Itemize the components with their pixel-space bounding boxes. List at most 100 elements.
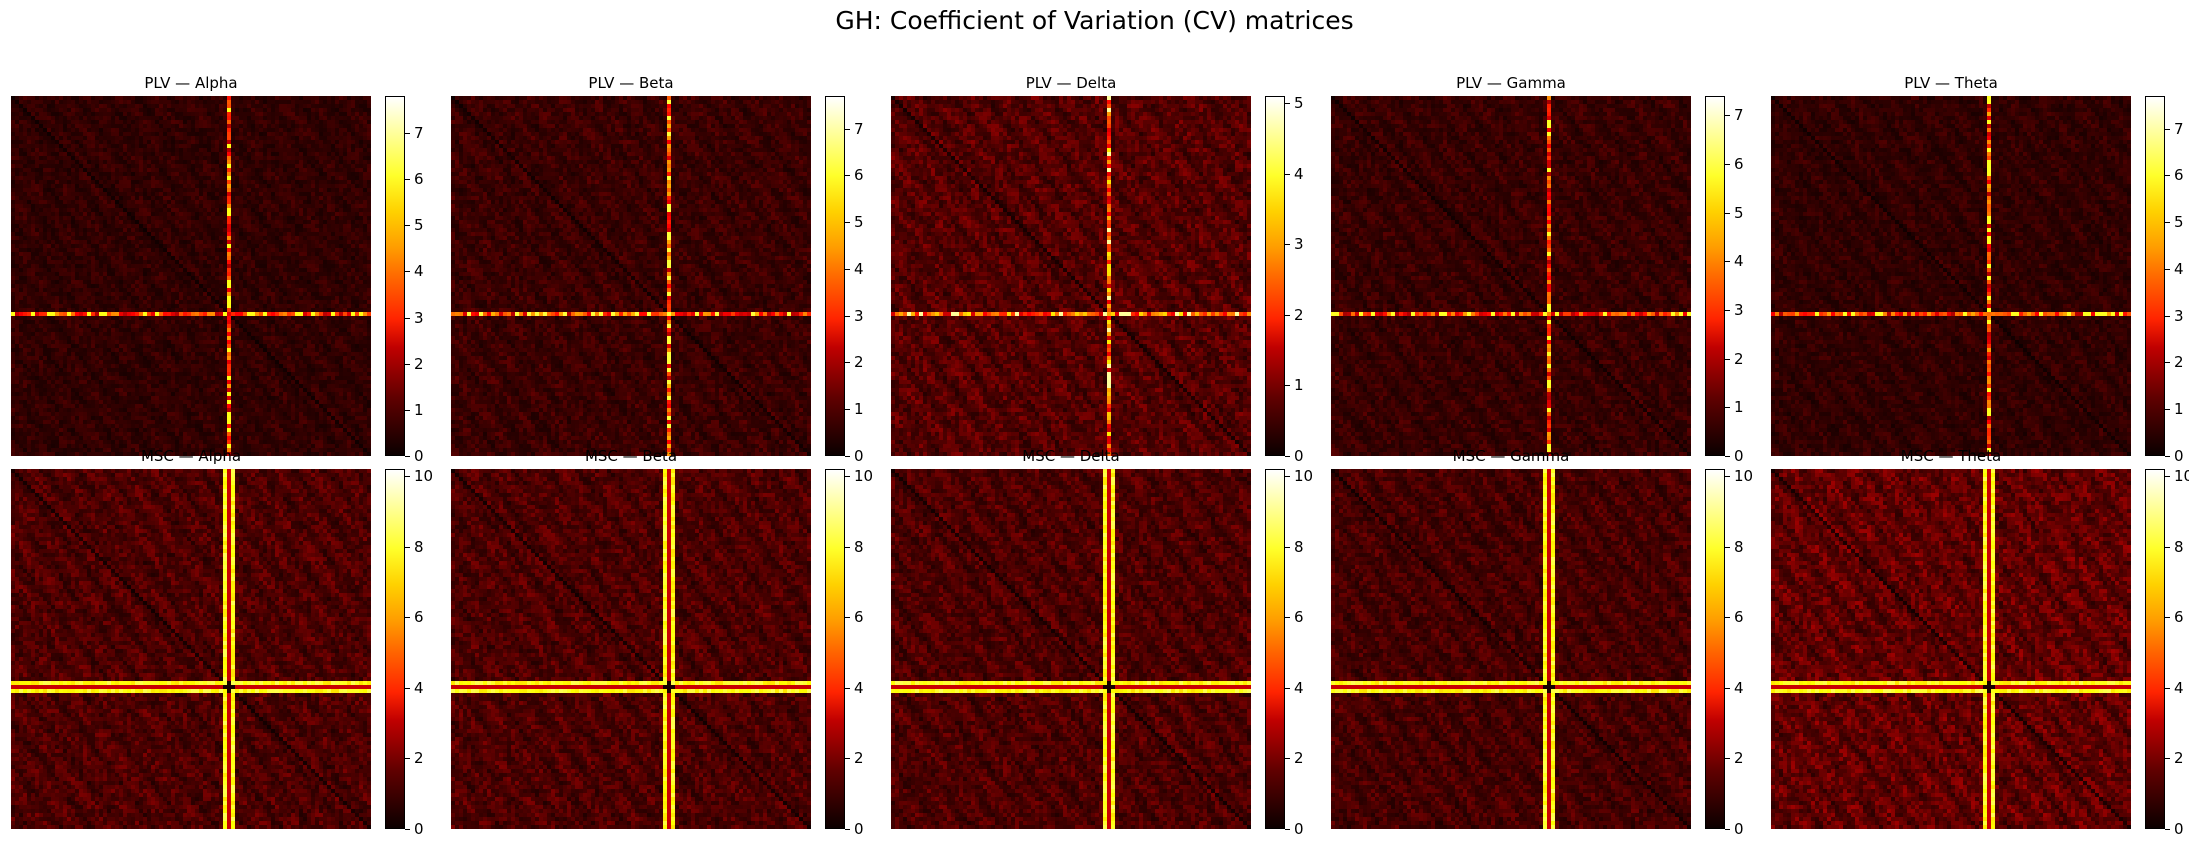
heatmap-matrix: [891, 469, 1251, 829]
colorbar: [385, 469, 405, 829]
heatmap-panel: MSC — Alpha 0 2 4 6 8 10: [11, 447, 435, 838]
colorbar-tick-mark: [845, 829, 850, 830]
colorbar-tick-mark: [2165, 362, 2170, 364]
colorbar-tick-mark: [405, 758, 410, 760]
colorbar-tick-label: 6: [854, 608, 864, 627]
colorbar-tick-mark: [1285, 546, 1290, 548]
heatmap-panel: PLV — Alpha 0 1 2 3 4 5 6 7: [11, 74, 435, 465]
colorbar-tick-mark: [405, 225, 410, 227]
colorbar-tick-mark: [405, 687, 410, 689]
colorbar-tick-label: 3: [1734, 301, 1744, 320]
colorbar-ticks: 0 2 4 6 8 10: [1725, 467, 1765, 838]
colorbar-tick-label: 4: [2174, 259, 2184, 278]
colorbar-tick-mark: [1725, 829, 1730, 830]
colorbar-tick-mark: [405, 132, 410, 134]
colorbar-tick-label: 4: [854, 259, 864, 278]
colorbar-tick-label: 0: [1734, 447, 1744, 465]
heatmap-panel: MSC — Beta 0 2 4 6 8 10: [451, 447, 875, 838]
colorbar-tick-label: 4: [2174, 678, 2184, 697]
colorbar-tick-label: 6: [1294, 608, 1304, 627]
heatmap-matrix: [451, 469, 811, 829]
colorbar: [825, 469, 845, 829]
colorbar: [385, 96, 405, 456]
colorbar-tick-mark: [405, 456, 410, 457]
colorbar-tick-label: 7: [2174, 119, 2184, 138]
colorbar-tick-label: 4: [854, 678, 864, 697]
colorbar-tick-mark: [405, 476, 410, 478]
colorbar-tick-label: 4: [414, 678, 424, 697]
colorbar-tick-mark: [2165, 222, 2170, 224]
colorbar-tick-mark: [2165, 409, 2170, 411]
colorbar-tick-mark: [845, 362, 850, 364]
colorbar-tick-mark: [1285, 617, 1290, 619]
heatmap-matrix: [1331, 96, 1691, 456]
colorbar-tick-mark: [845, 476, 850, 478]
colorbar-tick-label: 1: [1734, 398, 1744, 417]
colorbar-tick-label: 0: [2174, 820, 2184, 838]
colorbar-tick-label: 8: [2174, 537, 2184, 556]
colorbar-tick-mark: [2165, 268, 2170, 270]
colorbar-tick-mark: [1725, 546, 1730, 548]
colorbar-tick-label: 1: [414, 400, 424, 419]
colorbar-tick-mark: [2165, 315, 2170, 317]
colorbar-ticks: 0 2 4 6 8 10: [405, 467, 445, 838]
colorbar-tick-label: 5: [2174, 213, 2184, 232]
colorbar-tick-mark: [1285, 244, 1290, 246]
colorbar-tick-mark: [1725, 164, 1730, 166]
colorbar-tick-mark: [1725, 456, 1730, 457]
colorbar-tick-mark: [405, 617, 410, 619]
colorbar-tick-label: 2: [1294, 749, 1304, 768]
colorbar-tick-mark: [405, 363, 410, 365]
colorbar-tick-label: 5: [1294, 94, 1304, 113]
heatmap-matrix: [1331, 469, 1691, 829]
colorbar-tick-label: 3: [414, 308, 424, 327]
colorbar-tick-mark: [2165, 829, 2170, 830]
heatmap-panel: MSC — Theta 0 2 4 6 8 10: [1771, 447, 2189, 838]
colorbar-tick-label: 2: [414, 749, 424, 768]
colorbar-tick-mark: [2165, 546, 2170, 548]
colorbar-tick-mark: [1285, 829, 1290, 830]
colorbar: [1705, 469, 1725, 829]
colorbar-tick-label: 10: [1734, 467, 1754, 486]
colorbar-tick-mark: [845, 268, 850, 270]
colorbar-tick-label: 10: [414, 467, 434, 486]
colorbar-ticks: 0 2 4 6 8 10: [2165, 467, 2189, 838]
panel-title: MSC — Beta: [584, 447, 678, 465]
colorbar: [1265, 96, 1285, 456]
colorbar-tick-label: 0: [1294, 820, 1304, 838]
colorbar-tick-label: 6: [414, 608, 424, 627]
colorbar-tick-label: 3: [2174, 306, 2184, 325]
panel-title: PLV — Alpha: [144, 74, 238, 92]
colorbar-tick-mark: [405, 546, 410, 548]
colorbar-tick-label: 6: [2174, 166, 2184, 185]
colorbar-ticks: 0 1 2 3 4 5 6 7: [405, 96, 445, 465]
colorbar-tick-label: 6: [1734, 155, 1744, 174]
colorbar-ticks: 0 2 4 6 8 10: [845, 467, 885, 838]
colorbar-tick-label: 4: [414, 262, 424, 281]
colorbar-tick-label: 2: [414, 354, 424, 373]
colorbar-tick-mark: [2165, 617, 2170, 619]
colorbar-tick-label: 5: [854, 213, 864, 232]
colorbar-tick-mark: [845, 546, 850, 548]
colorbar-ticks: 0 1 2 3 4 5 6 7: [1725, 96, 1765, 465]
heatmap-matrix: [891, 96, 1251, 456]
panel-title: MSC — Theta: [1900, 447, 2002, 465]
colorbar-tick-label: 0: [854, 820, 864, 838]
colorbar-tick-mark: [1285, 687, 1290, 689]
colorbar-tick-label: 1: [1294, 376, 1304, 395]
heatmap-matrix: [11, 96, 371, 456]
colorbar-tick-label: 10: [2174, 467, 2189, 486]
colorbar-tick-mark: [2165, 456, 2170, 457]
colorbar-tick-label: 2: [1294, 305, 1304, 324]
colorbar-tick-mark: [1725, 407, 1730, 409]
colorbar-tick-mark: [845, 222, 850, 224]
colorbar: [2145, 96, 2165, 456]
colorbar-tick-label: 8: [1734, 537, 1744, 556]
colorbar-ticks: 0 2 4 6 8 10: [1285, 467, 1325, 838]
colorbar-tick-label: 0: [1294, 447, 1304, 465]
colorbar-tick-label: 10: [1294, 467, 1314, 486]
panel-title: PLV — Theta: [1904, 74, 1998, 92]
colorbar-tick-label: 8: [1294, 537, 1304, 556]
heatmap-panel: PLV — Beta 0 1 2 3 4 5 6 7: [451, 74, 875, 465]
colorbar-tick-mark: [2165, 687, 2170, 689]
